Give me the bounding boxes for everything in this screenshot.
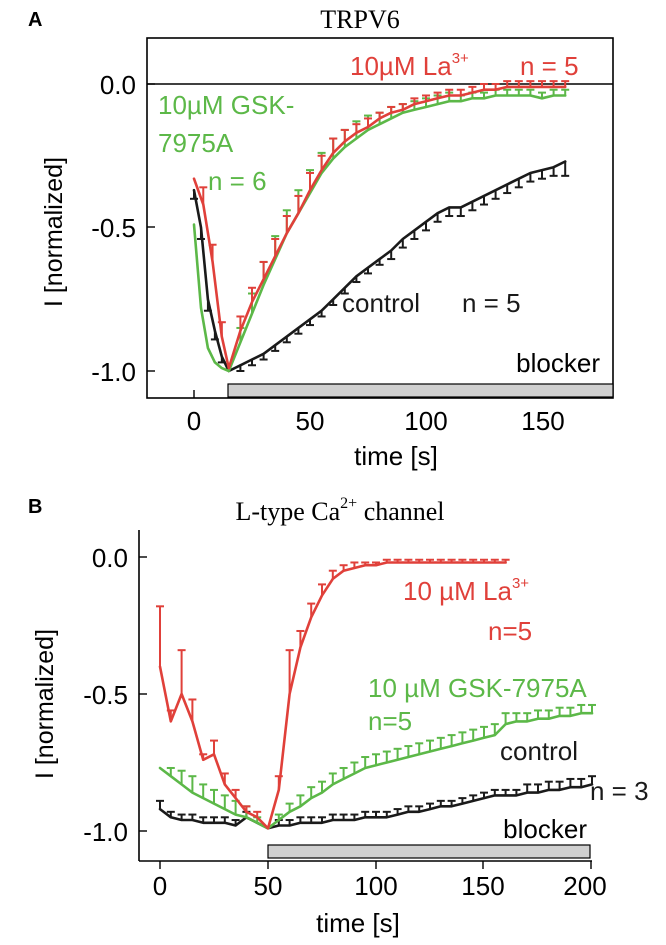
panel-a-la-series-line [192, 85, 567, 370]
panel-a-control-series-line [192, 160, 567, 373]
panel-a-control-label: control [342, 288, 420, 318]
panel-b-ylabel: I [normalized] [31, 629, 59, 779]
panel-b-xtick-label: 100 [354, 871, 397, 901]
panel-b-label: B [28, 496, 42, 518]
panel-b-ytick-label: -1.0 [83, 817, 128, 847]
panel-a-gsk-label-line2: 7975A [158, 128, 234, 158]
panel-a-xlabel: time [s] [354, 441, 438, 471]
panel-b-xtick-label: 50 [254, 871, 283, 901]
panel-a-title: TRPV6 [320, 5, 399, 34]
panel-b-xlabel: time [s] [316, 908, 400, 938]
panel-b-xtick-label: 200 [563, 871, 606, 901]
panel-a-xtick-label: 100 [404, 406, 447, 436]
panel-b-plot-area [156, 558, 596, 830]
panel-b-la-n: n=5 [488, 616, 532, 646]
panel-b-la-label: 10 µM La3+ [403, 575, 529, 606]
panel-a-la-label: 10µM La3+ [350, 50, 469, 81]
panel-a-control-n: n = 5 [462, 288, 521, 318]
panel-b-ytick-label: 0.0 [92, 543, 128, 573]
panel-a-ytick-label: -1.0 [91, 357, 136, 387]
panel-a-la-n: n = 5 [520, 51, 579, 81]
panel-a-blocker-label: blocker [516, 348, 600, 378]
panel-a-ylabel: I [normalized] [40, 157, 68, 307]
panel-a-blocker-bar [227, 383, 614, 398]
panel-b-control-label: control [500, 736, 578, 766]
panel-a-plot-area [147, 80, 613, 373]
panel-b: B L-type Ca2+ channel 0.0 -0.5 -1.0 0 50… [28, 495, 649, 938]
panel-b-gsk-series-line [158, 711, 594, 830]
panel-a-xtick-label: 150 [521, 406, 564, 436]
panel-a-xtick-label: 0 [187, 406, 201, 436]
panel-a-gsk-label-line1: 10µM GSK- [158, 90, 294, 120]
panel-b-xtick-label: 0 [153, 871, 167, 901]
panel-a-ytick-label: 0.0 [100, 70, 136, 100]
panel-b-control-series-line [158, 783, 594, 830]
panel-b-blocker-bar [267, 844, 591, 859]
panel-b-control-n: n = 3 [590, 776, 649, 806]
panel-b-xtick-label: 150 [461, 871, 504, 901]
panel-b-ytick-label: -0.5 [83, 680, 128, 710]
panel-b-gsk-label: 10 µM GSK-7975A [368, 673, 587, 703]
panel-a-ytick-label: -0.5 [91, 213, 136, 243]
panel-a: A TRPV6 0.0 -0.5 -1.0 0 50 100 150 time … [28, 5, 614, 471]
panel-b-la-series-line [158, 561, 507, 830]
panel-a-label: A [28, 9, 42, 31]
panel-b-blocker-label: blocker [503, 814, 587, 844]
panel-b-title: L-type Ca2+ channel [235, 495, 444, 526]
panel-a-gsk-series-line [192, 94, 567, 373]
panel-b-gsk-n: n=5 [368, 706, 412, 736]
panel-a-axes-frame [146, 37, 614, 399]
panel-a-gsk-n: n = 6 [208, 166, 267, 196]
panel-a-xtick-label: 50 [296, 406, 325, 436]
